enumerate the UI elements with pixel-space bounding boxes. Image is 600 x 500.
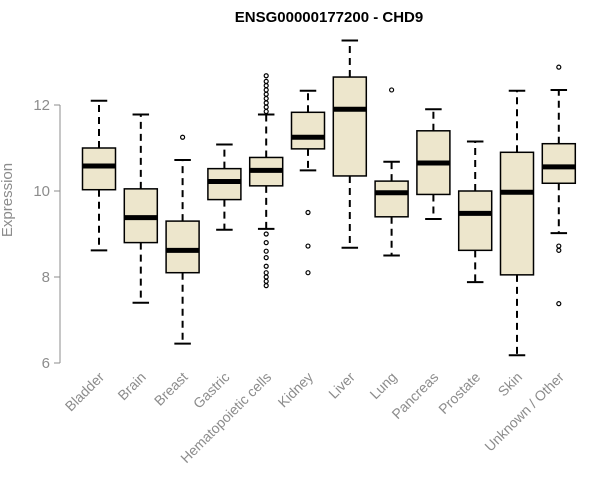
- outlier-point: [263, 91, 269, 97]
- box-group: [290, 89, 326, 276]
- outlier-point: [305, 243, 311, 249]
- outlier-point: [180, 134, 186, 140]
- outlier-point: [556, 247, 562, 253]
- iqr-box: [457, 190, 493, 252]
- x-tick-label: Brain: [114, 369, 148, 403]
- iqr-box: [541, 142, 577, 185]
- box-group: [207, 143, 242, 231]
- outlier-point: [263, 255, 269, 261]
- y-tick-label: 12: [33, 97, 50, 114]
- iqr-box: [165, 220, 200, 274]
- outlier-point: [263, 83, 269, 89]
- outlier-point: [263, 263, 269, 269]
- box-group: [416, 108, 451, 220]
- iqr-box: [81, 147, 117, 191]
- box-group: [541, 64, 577, 307]
- box-group: [499, 89, 535, 357]
- x-tick-label: Lung: [366, 369, 399, 402]
- outlier-point: [305, 270, 311, 276]
- x-tick-label: Liver: [325, 369, 358, 402]
- x-tick-label: Breast: [151, 369, 191, 409]
- box-group: [165, 134, 200, 345]
- outlier-point: [556, 243, 562, 249]
- outlier-point: [263, 78, 269, 84]
- outlier-point: [263, 231, 269, 237]
- iqr-box: [290, 111, 326, 150]
- outlier-point: [389, 87, 395, 93]
- outlier-point: [263, 73, 269, 79]
- iqr-box: [207, 167, 242, 201]
- box-group: [332, 39, 368, 249]
- box-series: [81, 39, 577, 357]
- outlier-point: [263, 248, 269, 254]
- outlier-point: [263, 95, 269, 102]
- x-tick-label: Bladder: [62, 369, 108, 415]
- box-group: [248, 73, 284, 289]
- outlier-point: [556, 301, 562, 307]
- iqr-box: [332, 76, 368, 177]
- outlier-point: [263, 108, 269, 115]
- outlier-point: [263, 283, 269, 289]
- outlier-point: [263, 270, 269, 276]
- y-tick-label: 10: [33, 183, 50, 200]
- iqr-box: [374, 180, 409, 218]
- outlier-point: [263, 104, 269, 110]
- x-tick-label: Skin: [495, 369, 526, 400]
- outlier-point: [263, 100, 269, 106]
- outlier-point: [263, 274, 269, 280]
- outlier-point: [305, 209, 311, 216]
- x-tick-label: Unknown / Other: [481, 369, 567, 455]
- box-group: [123, 113, 159, 304]
- y-axis-label: Expression: [0, 163, 16, 237]
- y-tick-label: 6: [42, 355, 50, 372]
- outlier-point: [556, 64, 562, 70]
- chart-title: ENSG00000177200 - CHD9: [235, 9, 423, 26]
- x-tick-label: Prostate: [435, 369, 483, 417]
- y-tick-label: 8: [42, 269, 50, 286]
- outlier-point: [263, 278, 269, 284]
- iqr-box: [499, 151, 535, 276]
- box-group: [457, 140, 493, 284]
- box-group: [81, 99, 117, 252]
- y-axis-ticks: 6 8 10 12: [33, 97, 60, 372]
- box-group: [374, 87, 409, 257]
- outlier-point: [263, 240, 269, 246]
- x-tick-label: Kidney: [275, 369, 317, 411]
- outlier-point: [263, 87, 269, 93]
